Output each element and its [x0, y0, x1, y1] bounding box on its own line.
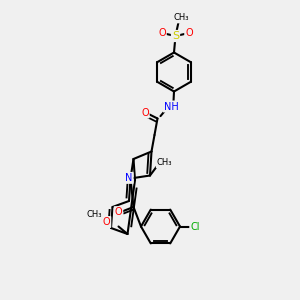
- Text: Cl: Cl: [190, 221, 200, 232]
- Text: O: O: [103, 217, 110, 227]
- Text: S: S: [172, 31, 179, 41]
- Text: O: O: [115, 207, 122, 217]
- Text: O: O: [185, 28, 193, 38]
- Text: CH₃: CH₃: [174, 14, 189, 22]
- Text: N: N: [125, 173, 133, 183]
- Text: CH₃: CH₃: [87, 210, 102, 219]
- Text: CH₃: CH₃: [157, 158, 172, 167]
- Text: NH: NH: [164, 101, 178, 112]
- Text: O: O: [158, 28, 166, 38]
- Text: O: O: [141, 107, 149, 118]
